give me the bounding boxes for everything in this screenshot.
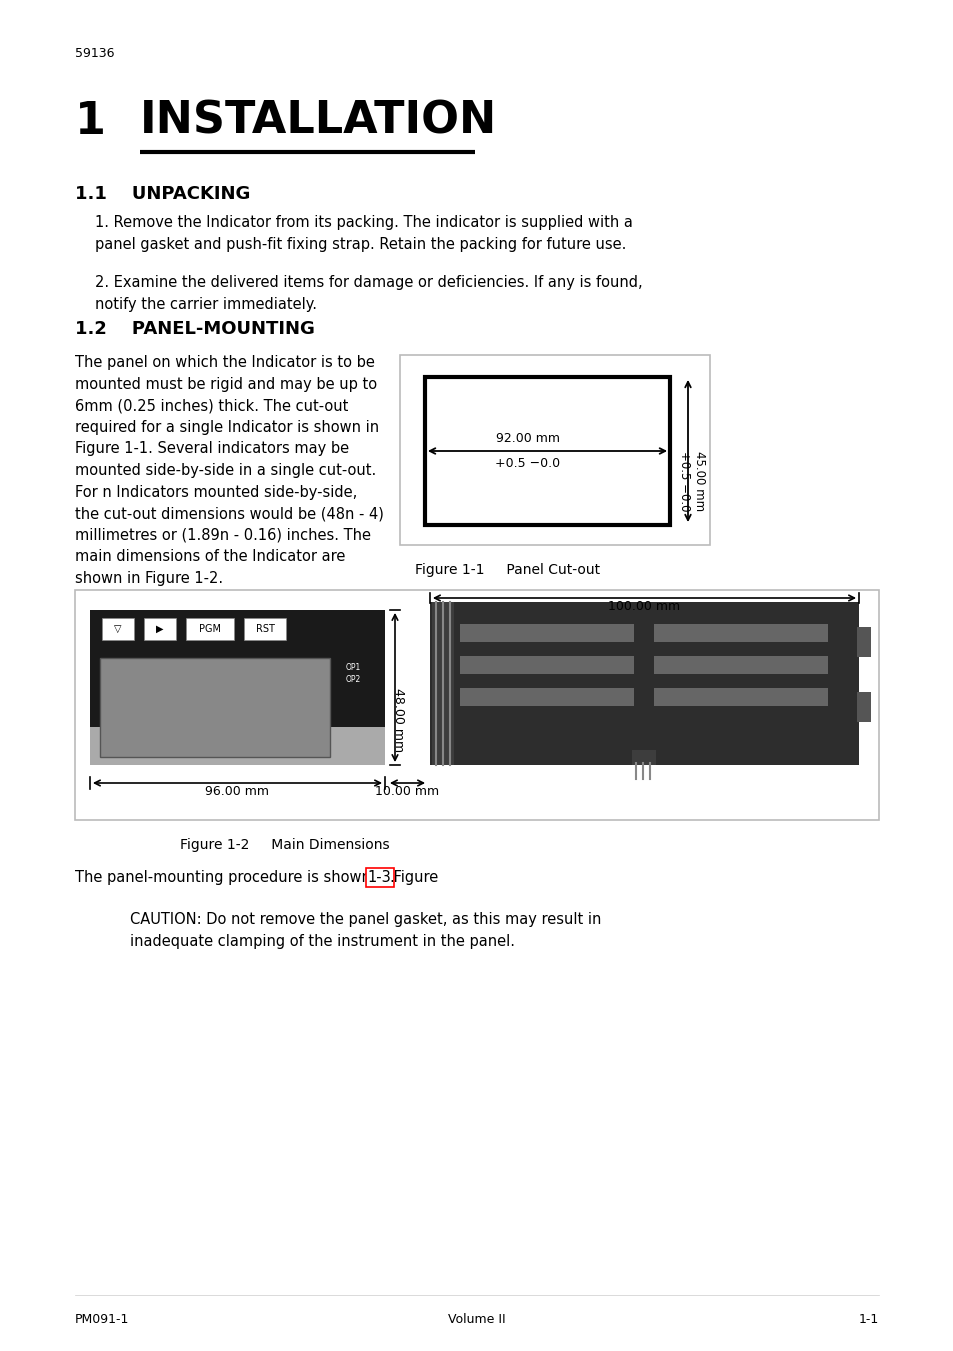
Text: .: .: [390, 870, 395, 885]
Bar: [631, 750, 656, 765]
Bar: [244, 617, 286, 640]
Text: ▶: ▶: [156, 624, 164, 634]
Text: 59136: 59136: [75, 47, 114, 59]
Text: Volume II: Volume II: [448, 1313, 505, 1325]
Text: OP1: OP1: [345, 663, 360, 673]
Bar: [430, 603, 858, 765]
Text: ▽: ▽: [114, 624, 122, 634]
Text: PGM: PGM: [199, 624, 221, 634]
Bar: [459, 657, 634, 674]
Bar: [90, 727, 385, 765]
Bar: [459, 624, 634, 642]
Bar: [424, 377, 669, 526]
Text: OP2: OP2: [345, 676, 360, 685]
Text: 1. Remove the Indicator from its packing. The indicator is supplied with a
panel: 1. Remove the Indicator from its packing…: [95, 215, 632, 251]
Text: Figure 1-2     Main Dimensions: Figure 1-2 Main Dimensions: [180, 838, 389, 852]
Text: RST: RST: [255, 624, 274, 634]
Text: 2. Examine the delivered items for damage or deficiencies. If any is found,
noti: 2. Examine the delivered items for damag…: [95, 276, 642, 312]
Text: 1: 1: [75, 100, 106, 143]
Bar: [459, 688, 634, 707]
Text: 96.00 mm: 96.00 mm: [205, 785, 269, 798]
Text: The panel on which the Indicator is to be
mounted must be rigid and may be up to: The panel on which the Indicator is to b…: [75, 355, 383, 586]
Text: 45.00 mm
+0.5 −0.0: 45.00 mm +0.5 −0.0: [678, 451, 705, 512]
Bar: [856, 627, 870, 657]
Text: PM091-1: PM091-1: [75, 1313, 130, 1325]
Bar: [399, 355, 709, 544]
Bar: [102, 617, 133, 640]
Text: 1-3: 1-3: [368, 870, 391, 885]
Bar: [432, 603, 454, 765]
Bar: [654, 624, 827, 642]
Text: 1-1: 1-1: [858, 1313, 878, 1325]
Text: 1.2    PANEL-MOUNTING: 1.2 PANEL-MOUNTING: [75, 320, 314, 338]
Text: CAUTION: Do not remove the panel gasket, as this may result in
inadequate clampi: CAUTION: Do not remove the panel gasket,…: [130, 912, 600, 948]
Bar: [856, 692, 870, 721]
Bar: [654, 657, 827, 674]
Text: The panel-mounting procedure is shown in Figure: The panel-mounting procedure is shown in…: [75, 870, 442, 885]
Bar: [654, 688, 827, 707]
Bar: [100, 658, 330, 757]
Text: 92.00 mm: 92.00 mm: [496, 432, 559, 444]
Text: 10.00 mm: 10.00 mm: [375, 785, 439, 798]
Bar: [186, 617, 233, 640]
Text: 100.00 mm: 100.00 mm: [608, 600, 679, 613]
Bar: [75, 590, 878, 820]
Text: INSTALLATION: INSTALLATION: [140, 100, 497, 143]
Bar: [90, 611, 385, 765]
Text: 1.1    UNPACKING: 1.1 UNPACKING: [75, 185, 250, 203]
Text: +0.5 −0.0: +0.5 −0.0: [495, 457, 559, 470]
Text: 48.00 mm: 48.00 mm: [392, 688, 405, 751]
Text: Figure 1-1     Panel Cut-out: Figure 1-1 Panel Cut-out: [415, 563, 599, 577]
Bar: [144, 617, 175, 640]
